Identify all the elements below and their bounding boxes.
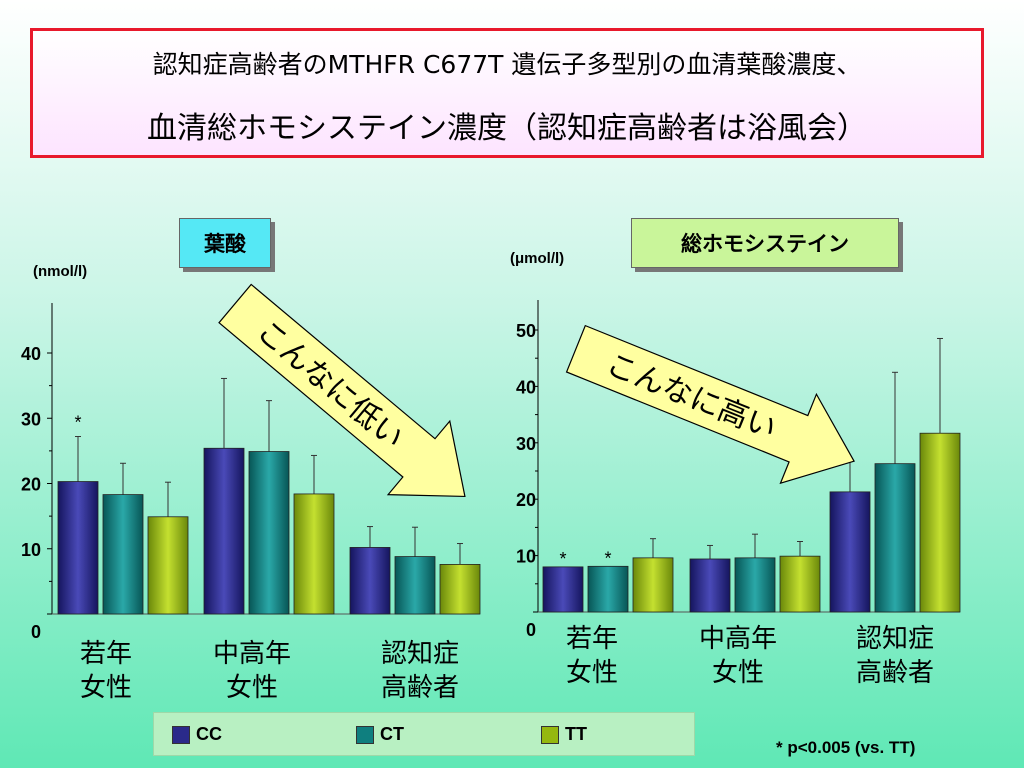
bar-1-CC-1 (689, 558, 731, 613)
y-tick-label-1-1: 10 (516, 547, 536, 567)
y-tick-label-0-1: 10 (21, 540, 41, 560)
y-tick-label-1-3: 30 (516, 434, 536, 454)
title-line-2: 血清総ホモシステイン濃度（認知症高齢者は浴風会） (147, 111, 867, 146)
category-label-1-2: 認知症 高齢者 (855, 624, 934, 688)
bar-0-CC-0 (57, 481, 99, 615)
bar-0-CT-0 (102, 494, 144, 615)
title-box: 認知症高齢者のMTHFR C677T 遺伝子多型別の血清葉酸濃度、 血清総ホモシ… (30, 28, 984, 158)
y-tick-label-0-3: 30 (21, 409, 41, 429)
y-tick-label-0-4: 40 (21, 344, 41, 364)
bar-1-TT-2 (919, 432, 961, 613)
category-label-1-0: 若年 女性 (565, 624, 618, 688)
y-tick-label-1-5: 50 (516, 321, 536, 341)
significance-star-1-CC-0: * (559, 549, 566, 569)
y-tick-label-0-0: 0 (31, 622, 41, 642)
legend-tt-swatch (541, 725, 559, 744)
legend-ct-label: CT (380, 724, 404, 744)
bar-0-TT-2 (439, 564, 481, 615)
bar-1-CT-1 (734, 557, 776, 613)
footnote: * p<0.005 (vs. TT) (776, 738, 916, 757)
bar-0-CT-2 (394, 556, 436, 615)
legend: CC CT TT (153, 712, 695, 756)
y-tick-label-1-2: 20 (516, 490, 536, 510)
bar-0-CT-1 (248, 451, 290, 615)
arrow-text-0: こんなに低い (250, 314, 410, 457)
legend-tt: TT (541, 724, 587, 745)
bar-1-CC-0 (542, 566, 584, 613)
category-label-0-1: 中高年 女性 (212, 639, 291, 703)
y-tick-label-0-2: 20 (21, 475, 41, 495)
folate-unit: (nmol/l) (33, 263, 88, 280)
legend-cc-label: CC (196, 724, 222, 744)
y-tick-label-1-0: 0 (526, 620, 536, 640)
category-label-0-0: 若年 女性 (79, 639, 132, 703)
title-line-1: 認知症高齢者のMTHFR C677T 遺伝子多型別の血清葉酸濃度、 (152, 50, 862, 79)
bar-1-TT-0 (632, 557, 674, 613)
y-tick-label-1-4: 40 (516, 377, 536, 397)
bar-0-TT-0 (147, 516, 189, 615)
arrow-shape-1 (565, 324, 855, 485)
annotation-arrow-1: こんなに高い (565, 324, 855, 485)
homocysteine-label: 総ホモシステイン (631, 218, 899, 268)
bar-1-CT-0 (587, 565, 629, 613)
bar-0-CC-1 (203, 447, 245, 615)
arrow-shape-0 (218, 283, 466, 498)
bar-1-TT-1 (779, 555, 821, 613)
bar-1-CT-2 (874, 463, 916, 613)
legend-ct-swatch (356, 725, 374, 744)
legend-cc: CC (172, 724, 222, 745)
bar-0-CC-2 (349, 547, 391, 615)
category-label-1-1: 中高年 女性 (698, 624, 777, 688)
legend-ct: CT (356, 724, 404, 745)
significance-star-1-CT-0: * (604, 548, 611, 568)
bar-0-TT-1 (293, 493, 335, 615)
annotation-arrow-0: こんなに低い (218, 283, 466, 498)
significance-star-0-CC-0: * (74, 413, 81, 433)
category-label-0-2: 認知症 高齢者 (380, 639, 459, 703)
folate-label: 葉酸 (179, 218, 271, 268)
legend-cc-swatch (172, 725, 190, 744)
homocysteine-unit: (μmol/l) (510, 250, 565, 267)
legend-tt-label: TT (565, 724, 587, 744)
bar-1-CC-2 (829, 491, 871, 613)
